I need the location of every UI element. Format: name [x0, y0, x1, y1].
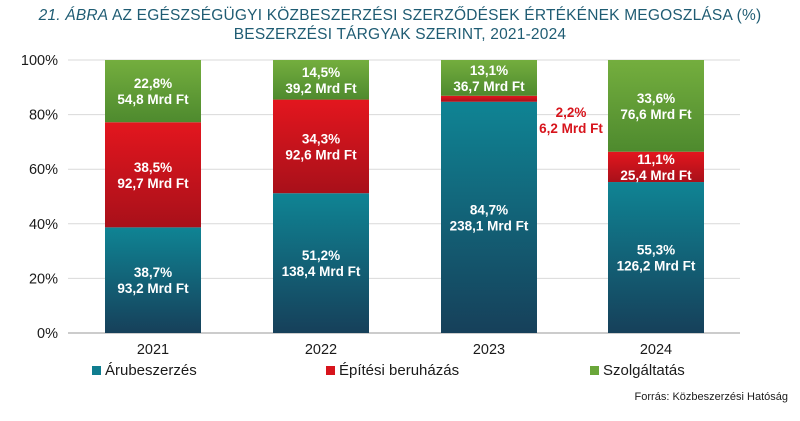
data-label-amount: 6,2 Mrd Ft — [539, 121, 603, 136]
data-label-percent: 84,7% — [470, 202, 508, 217]
x-tick-label: 2024 — [640, 342, 672, 358]
source-note: Forrás: Közbeszerzési Hatóság — [634, 391, 788, 403]
bar-segment-szolgaltatas — [105, 60, 201, 123]
data-label-percent: 38,5% — [134, 160, 172, 175]
data-label-amount: 92,6 Mrd Ft — [285, 147, 357, 162]
bar-segment-arubeszerzes — [608, 182, 704, 333]
legend-label-epitesi-beruhazas: Építési beruházás — [339, 362, 460, 379]
bar-group-2021: 38,7%93,2 Mrd Ft 38,5%92,7 Mrd Ft 22,8%54,… — [105, 60, 201, 333]
bar-segment-szolgaltatas — [273, 60, 369, 100]
y-tick-label: 0% — [37, 326, 58, 342]
data-label-percent: 14,5% — [302, 65, 340, 80]
data-label-percent: 13,1% — [470, 63, 508, 78]
y-axis-ticks: 0% 20% 40% 60% 80% 100% — [21, 53, 58, 342]
y-tick-label: 20% — [29, 271, 58, 287]
data-label-amount: 54,8 Mrd Ft — [117, 92, 189, 107]
bar-segment-epitesi-beruhazas — [608, 151, 704, 183]
legend-swatch-arubeszerzes — [92, 366, 101, 375]
legend-label-arubeszerzes: Árubeszerzés — [105, 362, 197, 379]
chart-title: 21. ÁBRA AZ EGÉSZSÉGÜGYI KÖZBESZERZÉSI S… — [0, 6, 800, 44]
data-label-amount: 25,4 Mrd Ft — [620, 168, 692, 183]
data-label-amount: 126,2 Mrd Ft — [617, 259, 696, 274]
x-axis-ticks: 2021 2022 2023 2024 — [137, 342, 672, 358]
x-tick-label: 2021 — [137, 342, 169, 358]
data-label-amount: 76,6 Mrd Ft — [620, 107, 692, 122]
bar-group-2024: 55,3%126,2 Mrd Ft 11,1%25,4 Mrd Ft 33,6%76… — [608, 60, 704, 333]
data-label-percent: 11,1% — [637, 152, 675, 167]
y-tick-label: 80% — [29, 108, 58, 124]
chart-title-line1: 21. ÁBRA AZ EGÉSZSÉGÜGYI KÖZBESZERZÉSI S… — [0, 6, 800, 25]
bar-segment-szolgaltatas — [441, 60, 537, 96]
data-label-percent: 55,3% — [637, 243, 675, 258]
y-tick-label: 100% — [21, 53, 58, 69]
data-label-percent: 2,2% — [556, 105, 587, 120]
x-tick-label: 2023 — [473, 342, 505, 358]
bar-group-2022: 51,2%138,4 Mrd Ft 34,3%92,6 Mrd Ft 14,5%39… — [273, 60, 369, 333]
legend-item-arubeszerzes: Árubeszerzés — [92, 362, 197, 379]
data-label-amount: 138,4 Mrd Ft — [282, 264, 361, 279]
data-label-amount: 93,2 Mrd Ft — [117, 281, 189, 296]
data-label-percent: 33,6% — [637, 91, 675, 106]
bar-segment-epitesi-beruhazas — [273, 99, 369, 194]
figure-number: 21. ÁBRA — [38, 7, 109, 24]
bar-segment-arubeszerzes — [273, 193, 369, 333]
data-label-amount: 238,1 Mrd Ft — [450, 218, 529, 233]
data-label-percent: 34,3% — [302, 131, 340, 146]
data-label-amount: 39,2 Mrd Ft — [285, 81, 357, 96]
legend-swatch-epitesi-beruhazas — [326, 366, 335, 375]
bar-segment-arubeszerzes — [441, 101, 537, 333]
data-label-percent: 38,7% — [134, 265, 172, 280]
y-tick-label: 60% — [29, 162, 58, 178]
bars: 38,7%93,2 Mrd Ft 38,5%92,7 Mrd Ft 22,8%54,… — [105, 60, 704, 333]
title-text: AZ EGÉSZSÉGÜGYI KÖZBESZERZÉSI SZERZŐDÉSE… — [108, 7, 762, 24]
data-label-amount: 92,7 Mrd Ft — [117, 176, 189, 191]
bar-segment-arubeszerzes — [105, 227, 201, 333]
data-label-percent: 51,2% — [302, 248, 340, 263]
legend-swatch-szolgaltatas — [590, 366, 599, 375]
bar-group-2023: 84,7%238,1 Mrd Ft 2,2%6,2 Mrd Ft 13,1%36,7… — [441, 60, 603, 333]
data-label-percent: 22,8% — [134, 76, 172, 91]
bar-segment-epitesi-beruhazas — [105, 122, 201, 228]
legend-item-epitesi-beruhazas: Építési beruházás — [326, 362, 459, 379]
x-tick-label: 2022 — [305, 342, 337, 358]
y-tick-label: 40% — [29, 217, 58, 233]
legend: Árubeszerzés Építési beruházás Szolgálta… — [0, 362, 800, 382]
bar-segment-epitesi-beruhazas — [441, 95, 537, 102]
legend-item-szolgaltatas: Szolgáltatás — [590, 362, 685, 379]
chart-title-line2: BESZERZÉSI TÁRGYAK SZERINT, 2021-2024 — [233, 26, 567, 43]
bar-segment-szolgaltatas — [608, 60, 704, 152]
legend-label-szolgaltatas: Szolgáltatás — [603, 362, 685, 379]
data-label-amount: 36,7 Mrd Ft — [453, 79, 525, 94]
